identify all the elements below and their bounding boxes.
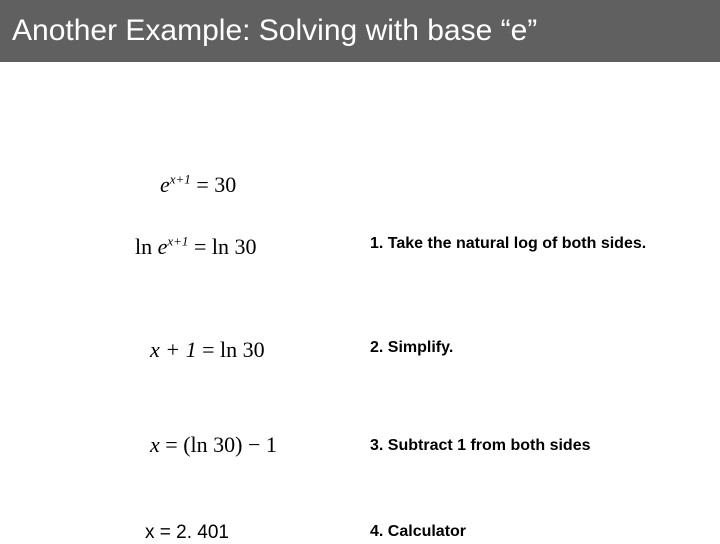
math-rhs: 30 [234,234,256,259]
math-inner: 30) [213,432,242,457]
step-description-2: 2. Simplify. [370,338,690,359]
math-rhs: 30 [243,337,265,362]
equation-step-1: ex+1 = 30 [160,172,236,198]
step-description-3: 3. Subtract 1 from both sides [370,436,690,457]
math-exponent: x+1 [167,234,188,249]
slide-title: Another Example: Solving with base “e” [0,0,720,62]
equation-result: x = 2. 401 [145,522,229,544]
math-exponent: x+1 [170,172,191,187]
equation-step-4: x = (ln 30) − 1 [150,432,277,458]
step-description-1: 1. Take the natural log of both sides. [370,234,690,255]
equals-sign: = [165,432,183,457]
math-lhs: x + 1 [150,337,197,362]
ln-prefix-left: ln [135,234,152,259]
math-tail: − 1 [242,432,276,457]
equals-sign: = [196,172,214,197]
math-base: e [160,172,170,197]
equation-step-3: x + 1 = ln 30 [150,337,265,363]
math-lhs: x [150,432,160,457]
paren-open: (ln [183,432,207,457]
equals-sign: = [202,337,220,362]
equation-step-2: ln ex+1 = ln 30 [135,234,256,260]
math-rhs: 30 [214,172,236,197]
equals-sign: = [194,234,212,259]
ln-prefix-right: ln [212,234,229,259]
ln-prefix: ln [220,337,237,362]
math-base: e [158,234,168,259]
